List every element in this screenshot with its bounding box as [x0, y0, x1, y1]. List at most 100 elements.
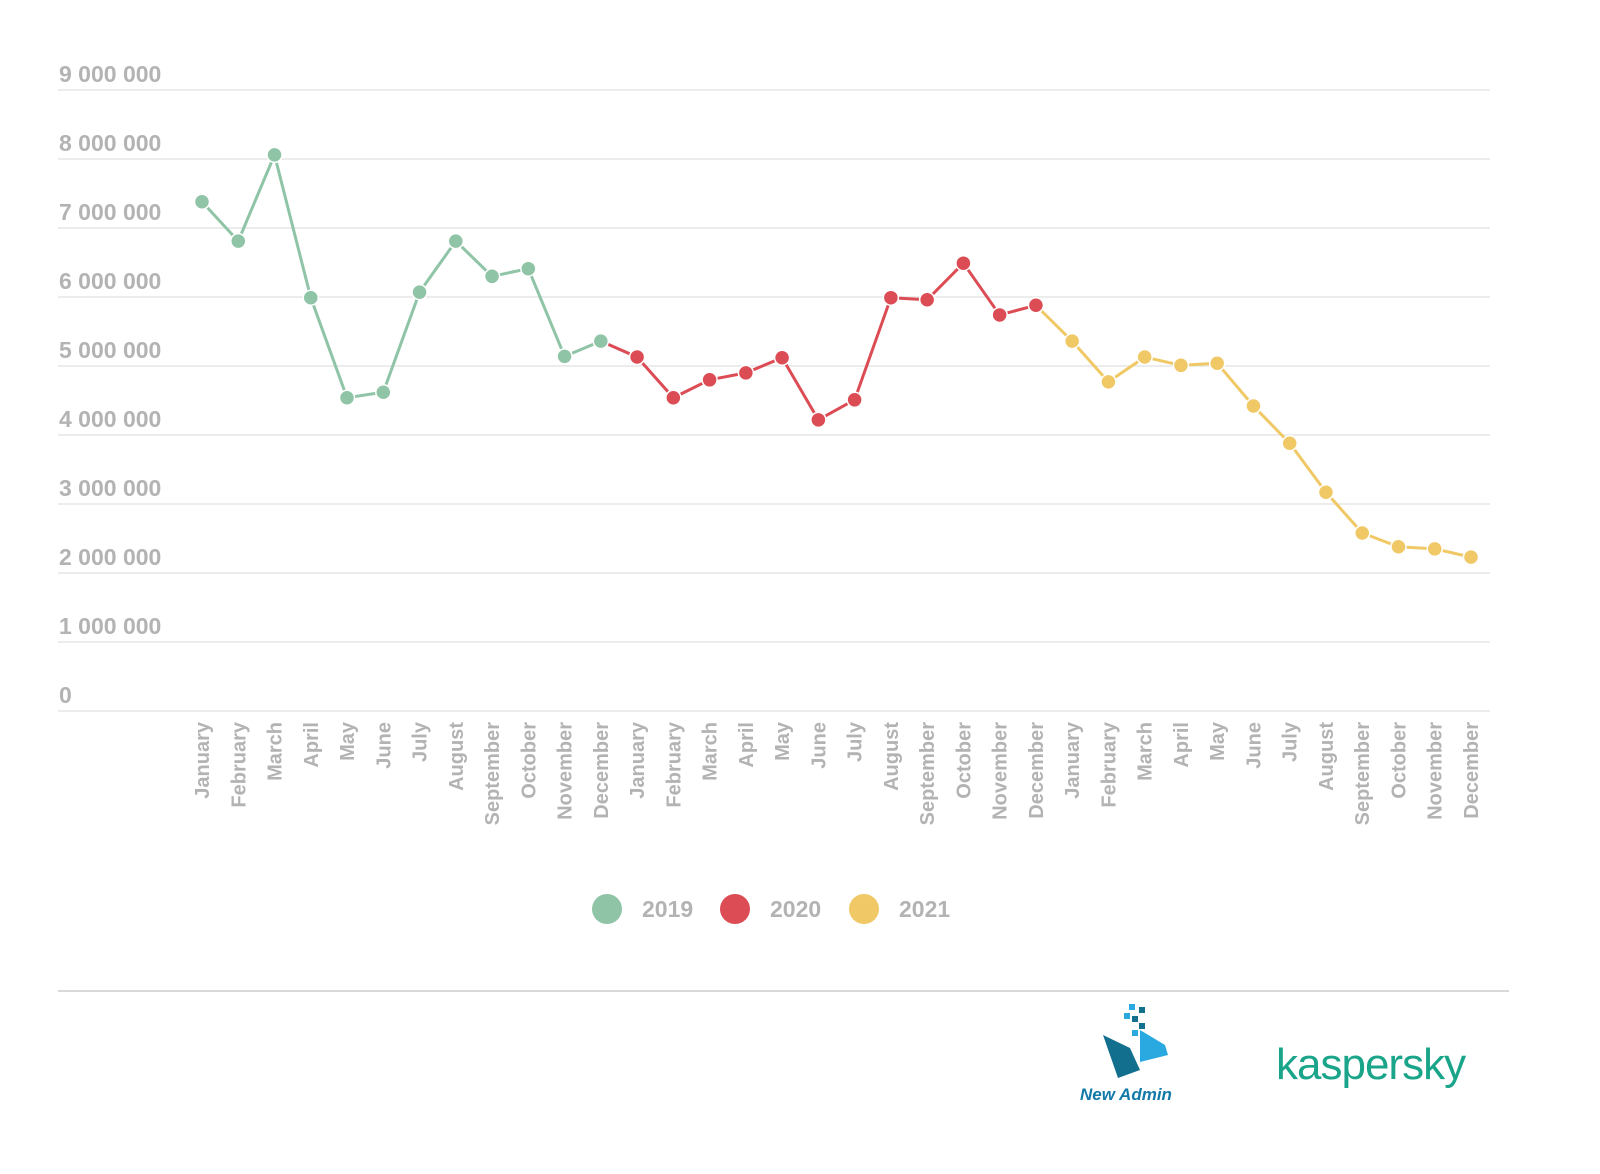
- x-tick-label: November: [990, 722, 1012, 820]
- y-tick-label: 5 000 000: [59, 337, 161, 363]
- data-point-2019: [483, 268, 501, 285]
- legend-marker-2021: [849, 894, 879, 924]
- series-segment-2020: [962, 262, 1001, 316]
- kaspersky-logo: kaspersky: [1276, 1040, 1466, 1089]
- x-tick-label: September: [1352, 722, 1374, 826]
- series-segment-2019: [236, 154, 276, 242]
- x-tick-label: March: [265, 722, 287, 781]
- series-segment-2019: [526, 268, 566, 357]
- data-point-2020: [810, 411, 827, 429]
- x-tick-label: December: [1461, 722, 1483, 819]
- x-tick-label: August: [1316, 722, 1338, 791]
- x-axis: January February March April May June July Augu…: [192, 721, 1483, 825]
- series-segment-2019: [418, 240, 458, 294]
- data-point-2020: [955, 254, 972, 272]
- series-segment-2021: [1071, 340, 1110, 383]
- x-tick-label: May: [772, 721, 794, 761]
- legend-label-2021: 2021: [899, 896, 950, 922]
- data-point-2021: [1353, 524, 1371, 542]
- series-segment-2019: [200, 200, 240, 243]
- data-point-2021: [1390, 538, 1407, 556]
- x-tick-label: December: [1026, 722, 1048, 819]
- x-tick-label: July: [845, 721, 867, 762]
- data-point-2019: [520, 260, 537, 277]
- data-point-2020: [773, 349, 791, 366]
- data-point-2019: [447, 232, 465, 250]
- x-tick-label: July: [410, 721, 432, 762]
- x-tick-label: March: [700, 722, 722, 781]
- series-segment-2019: [273, 154, 313, 299]
- y-tick-label: 8 000 000: [59, 130, 161, 156]
- series-segment-2020: [635, 356, 675, 399]
- y-tick-label: 0: [59, 682, 72, 708]
- y-tick-label: 3 000 000: [59, 475, 161, 501]
- x-tick-label: November: [555, 722, 577, 820]
- series-segment-2020: [853, 297, 893, 401]
- data-point-2020: [701, 371, 718, 389]
- x-tick-label: January: [627, 721, 649, 799]
- x-tick-label: May: [1207, 721, 1229, 761]
- data-point-2021: [1281, 435, 1298, 452]
- y-tick-label: 6 000 000: [59, 268, 161, 294]
- data-point-2020: [1027, 297, 1045, 314]
- new-admin-logo: [1103, 1004, 1168, 1078]
- x-tick-label: August: [881, 722, 903, 791]
- x-tick-label: September: [917, 722, 939, 826]
- x-tick-label: February: [1098, 721, 1120, 807]
- data-point-2020: [918, 291, 936, 309]
- x-tick-label: December: [591, 722, 613, 819]
- data-point-2021: [1426, 540, 1443, 558]
- x-tick-label: September: [482, 722, 504, 826]
- series-segment-2021: [1216, 362, 1255, 407]
- x-tick-label: January: [192, 721, 214, 799]
- data-point-2021: [1100, 373, 1117, 391]
- data-point-2020: [665, 389, 682, 406]
- x-tick-label: June: [1243, 722, 1265, 769]
- y-tick-label: 1 000 000: [59, 613, 161, 639]
- x-tick-label: February: [228, 721, 250, 807]
- x-tick-label: October: [953, 722, 975, 799]
- data-point-2019: [411, 283, 428, 301]
- x-tick-label: April: [301, 722, 323, 768]
- x-tick-label: June: [808, 722, 830, 769]
- x-tick-label: May: [337, 721, 359, 761]
- series-segment-2021: [1324, 491, 1364, 534]
- data-point-2021: [1172, 357, 1190, 374]
- new-admin-logo-text: New Admin: [1080, 1085, 1172, 1104]
- x-tick-label: February: [663, 721, 685, 807]
- y-tick-label: 4 000 000: [59, 406, 161, 432]
- series-segment-2019: [309, 297, 349, 399]
- data-point-2019: [375, 383, 392, 401]
- grid: [58, 89, 1490, 712]
- data-point-2019: [266, 146, 283, 164]
- data-point-2019: [230, 232, 247, 250]
- x-tick-label: August: [446, 722, 468, 791]
- y-tick-label: 2 000 000: [59, 544, 161, 570]
- data-point-2020: [882, 289, 900, 306]
- x-tick-label: October: [1388, 722, 1410, 799]
- y-tick-label: 7 000 000: [59, 199, 161, 225]
- data-point-2021: [1208, 354, 1226, 372]
- legend-marker-2019: [592, 894, 622, 924]
- series-segment-2020: [926, 262, 965, 301]
- data-point-2019: [302, 289, 320, 306]
- series-segment-2021: [1252, 404, 1291, 445]
- series-segment-2019: [454, 240, 494, 278]
- data-point-2021: [1462, 548, 1480, 566]
- legend-marker-2020: [720, 894, 750, 924]
- x-tick-label: July: [1280, 721, 1302, 762]
- legend-label-2019: 2019: [642, 896, 693, 922]
- x-tick-label: April: [736, 722, 758, 768]
- data-point-2019: [556, 348, 573, 365]
- data-point-2021: [1317, 484, 1335, 501]
- legend-label-2020: 2020: [770, 896, 821, 922]
- series-lines: [200, 154, 1472, 559]
- data-point-2021: [1245, 397, 1262, 415]
- series-segment-2021: [1288, 442, 1328, 494]
- series-segment-2021: [1034, 304, 1074, 343]
- data-point-2019: [592, 332, 610, 350]
- y-axis: 0 1 000 000 2 000 000 3 000 000 4 000 000 5 0…: [59, 61, 161, 708]
- legend: 2019 2020 2021: [592, 894, 950, 924]
- data-point-2021: [1063, 332, 1081, 350]
